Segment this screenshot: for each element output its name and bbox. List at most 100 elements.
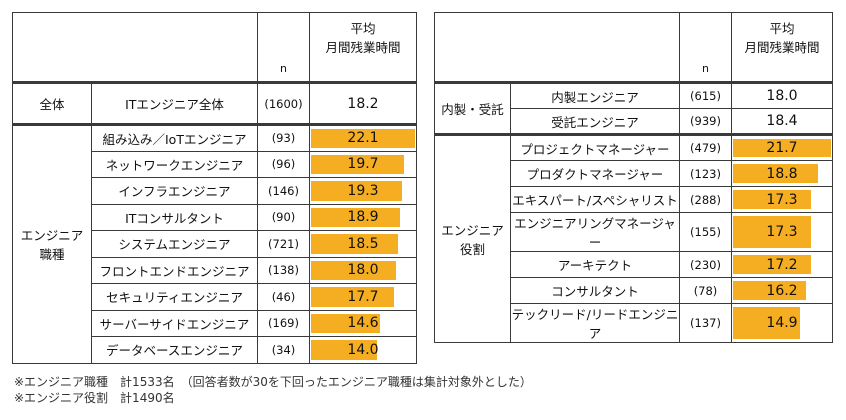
- table-row: データベースエンジニア (34) 14.0: [13, 336, 417, 364]
- left-bar-rows: エンジニア 職種 組み込み／IoTエンジニア (93) 22.1 ネットワークエンジニア(…: [12, 123, 417, 364]
- category-n: (721): [257, 230, 310, 258]
- category-label: テックリード/リードエンジニア: [510, 303, 680, 343]
- category-label: 組み込み／IoTエンジニア: [91, 123, 258, 152]
- table-row: ネットワークエンジニア (96) 19.7: [13, 150, 417, 178]
- bar-cell: 18.0: [731, 81, 833, 109]
- table-row: エキスパート/スペシャリスト (288) 17.3: [435, 186, 833, 213]
- header-n-label: n: [280, 62, 287, 75]
- group-label-yakuwari-line: エンジニア: [441, 223, 504, 238]
- category-n: (939): [679, 108, 732, 135]
- bar-value-label: 14.6: [347, 315, 379, 332]
- header-title: 平均 月間残業時間: [309, 12, 417, 83]
- bar: [733, 190, 811, 209]
- table-row: フロントエンドエンジニア (138) 18.0: [13, 256, 417, 284]
- category-n: (34): [257, 336, 310, 364]
- group-label-shokushu: エンジニア 職種: [12, 123, 92, 364]
- bar: [311, 313, 380, 333]
- bar-value-label: 18.0: [347, 262, 379, 279]
- bar-value-label: 21.7: [766, 140, 798, 156]
- bar-cell: 18.4: [731, 108, 833, 135]
- overall-n: (1600): [257, 81, 310, 125]
- bar: [311, 181, 402, 201]
- category-label: サーバーサイドエンジニア: [91, 309, 258, 337]
- category-n: (138): [257, 256, 310, 284]
- bar-cell: 21.7: [731, 133, 833, 161]
- category-label: ITコンサルタント: [91, 203, 258, 231]
- group-label-yakuwari: エンジニア 役割: [434, 133, 511, 343]
- bar-value-label: 18.5: [347, 235, 379, 252]
- group-label-yakuwari-line: 役割: [459, 242, 485, 257]
- category-label: 受託エンジニア: [510, 108, 680, 135]
- table-row: プロダクトマネージャー (123) 18.8: [435, 160, 833, 187]
- table-row: ITコンサルタント (90) 18.9: [13, 203, 417, 231]
- category-label: エキスパート/スペシャリスト: [510, 186, 680, 213]
- bar-cell: 17.3: [731, 212, 833, 252]
- category-n: (288): [679, 186, 732, 213]
- table-row: エンジニアリングマネージャー (155) 17.3: [435, 212, 833, 252]
- category-label: エンジニアリングマネージャー: [510, 212, 680, 252]
- bar: [733, 216, 811, 248]
- overall-label: ITエンジニア全体: [91, 81, 258, 125]
- category-label: コンサルタント: [510, 277, 680, 304]
- bar: [733, 139, 831, 157]
- category-n: (169): [257, 309, 310, 337]
- bar-cell: 17.2: [731, 251, 833, 278]
- bar-value-label: 18.9: [347, 209, 379, 226]
- category-n: (230): [679, 251, 732, 278]
- table-row: テックリード/リードエンジニア (137) 14.9: [435, 303, 833, 343]
- bar-cell: 14.6: [309, 309, 417, 337]
- category-label: セキュリティエンジニア: [91, 283, 258, 311]
- category-n: (155): [679, 212, 732, 252]
- bar: [311, 207, 400, 227]
- category-n: (90): [257, 203, 310, 231]
- bar: [311, 234, 398, 254]
- table-row: セキュリティエンジニア (46) 17.7: [13, 283, 417, 311]
- category-n: (78): [679, 277, 732, 304]
- bar-value-label: 18.0: [766, 88, 798, 104]
- bar-cell: 18.9: [309, 203, 417, 231]
- bar: [311, 287, 394, 307]
- bar-value-label: 16.2: [766, 282, 798, 299]
- bar-value-label: 17.3: [766, 224, 798, 240]
- bar-cell: 22.1: [309, 123, 417, 152]
- bar-cell: 18.8: [731, 160, 833, 187]
- category-label: アーキテクト: [510, 251, 680, 278]
- bar-cell: 18.5: [309, 230, 417, 258]
- bar-value-label: 22.1: [347, 130, 379, 147]
- group-label-shokushu-line: 職種: [39, 247, 65, 263]
- group-label-shokushu-line: エンジニア: [20, 228, 84, 244]
- header-n-label: n: [702, 62, 709, 75]
- category-n: (93): [257, 123, 310, 152]
- bar: [311, 154, 404, 174]
- header-title: 平均 月間残業時間: [731, 12, 833, 83]
- bar: [733, 307, 800, 339]
- bar: [311, 340, 377, 360]
- bar-value-label: 19.3: [347, 182, 379, 199]
- bar-value-label: 14.0: [347, 341, 379, 358]
- right-rows: 内製・受託 内製エンジニア (615) 18.0 受託エンジニア (939) 18.4 エンジ…: [434, 81, 833, 343]
- bar-value-label: 17.3: [766, 191, 798, 208]
- category-label: プロダクトマネージャー: [510, 160, 680, 187]
- header-title-line1: 平均: [769, 21, 795, 36]
- bar: [311, 129, 415, 148]
- bar-cell: 19.7: [309, 150, 417, 178]
- header-n: n: [257, 12, 310, 83]
- category-label: フロントエンドエンジニア: [91, 256, 258, 284]
- bar-cell: 14.0: [309, 336, 417, 364]
- header-title-line1: 平均: [350, 21, 376, 36]
- category-n: (96): [257, 150, 310, 178]
- table-row: アーキテクト (230) 17.2: [435, 251, 833, 278]
- table-row: 受託エンジニア (939) 18.4: [435, 108, 833, 135]
- table-row: コンサルタント (78) 16.2: [435, 277, 833, 304]
- overall-value: 18.2: [309, 81, 417, 125]
- category-n: (46): [257, 283, 310, 311]
- bar-value-label: 17.7: [347, 288, 379, 305]
- bar-cell: 16.2: [731, 277, 833, 304]
- bar-cell: 14.9: [731, 303, 833, 343]
- table-row: インフラエンジニア (146) 19.3: [13, 177, 417, 205]
- bar: [311, 260, 396, 280]
- bar-value-label: 19.7: [347, 156, 379, 173]
- bar-value-label: 14.9: [766, 315, 798, 331]
- header-blank: [434, 12, 680, 83]
- category-label: 内製エンジニア: [510, 81, 680, 109]
